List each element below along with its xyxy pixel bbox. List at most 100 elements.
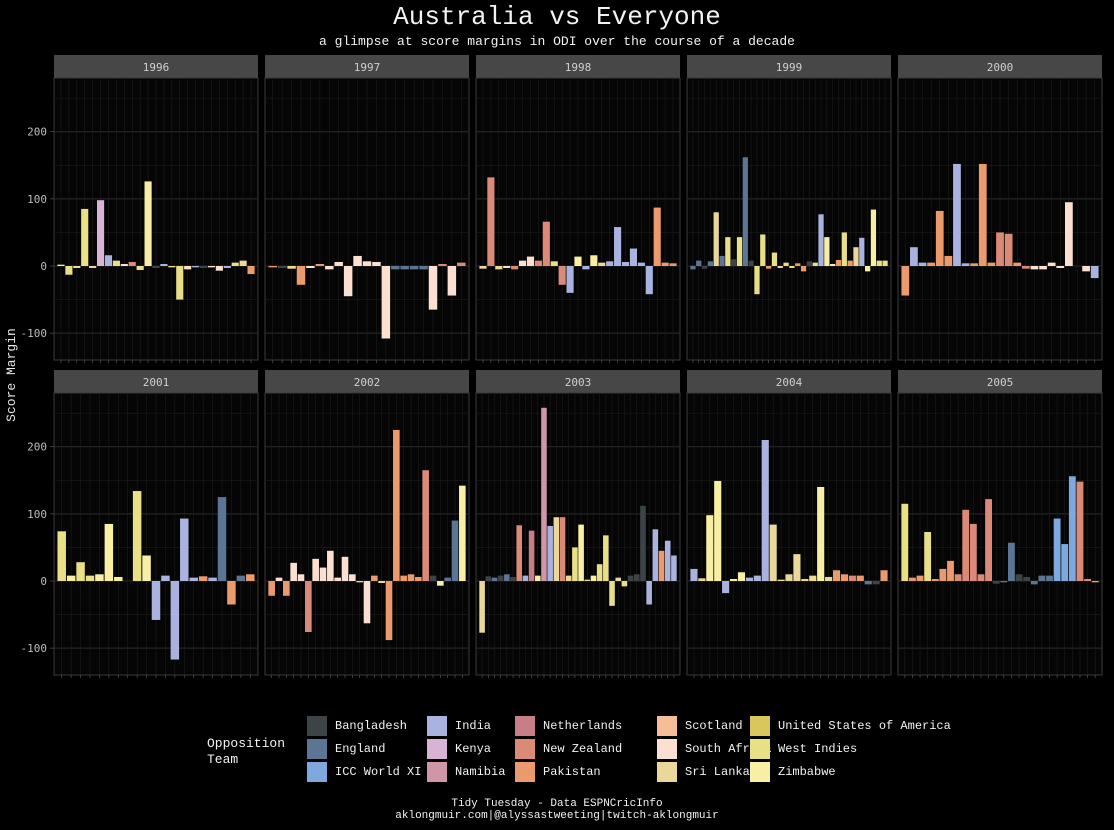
bar (931, 578, 939, 581)
bar (325, 266, 334, 270)
bar (1015, 574, 1023, 581)
bar (550, 261, 558, 266)
bar (970, 263, 979, 266)
y-tick-label: 0 (40, 575, 47, 588)
facet-strip-label: 1996 (143, 61, 170, 74)
bar (954, 574, 962, 581)
bar (239, 260, 247, 266)
bar (864, 581, 872, 585)
bar (731, 259, 737, 266)
bar (391, 266, 400, 270)
legend-label: Scotland (685, 719, 743, 733)
facet-strip (476, 370, 680, 393)
bar (690, 266, 696, 270)
bar (161, 575, 170, 581)
y-tick-label: 200 (27, 126, 47, 139)
bar (180, 518, 189, 581)
bar (268, 266, 277, 268)
legend-item: Namibia (427, 762, 505, 782)
bar (393, 429, 400, 581)
facet-strip-label: 1997 (354, 61, 381, 74)
bar (870, 209, 877, 266)
bar (184, 266, 192, 270)
bar (231, 262, 239, 266)
bar (444, 577, 451, 581)
bar (306, 266, 315, 269)
facet-strip-label: 2000 (987, 61, 1014, 74)
bar (1061, 544, 1069, 581)
bar (534, 575, 541, 581)
bar (901, 266, 910, 296)
bar (541, 407, 547, 581)
bar (809, 575, 817, 581)
bar (522, 575, 529, 581)
bar (637, 262, 645, 266)
bar (547, 525, 553, 581)
bar (65, 266, 73, 275)
bar (777, 579, 785, 581)
bar (114, 576, 123, 581)
bar (516, 525, 523, 581)
faceted-bar-chart: 1996 -100 0 100 200 1997 1998 1999 2000 2001 -100 0… (4, 55, 1103, 678)
bar (151, 581, 161, 620)
bar (504, 574, 510, 581)
bar (297, 574, 305, 581)
bar (1038, 575, 1046, 581)
facet-panel-bg (686, 77, 892, 361)
bar (582, 266, 590, 270)
bar (872, 581, 880, 585)
legend-label: India (455, 719, 492, 733)
bar (362, 261, 372, 266)
facet-strip-label: 2005 (987, 376, 1014, 389)
legend-item: Pakistan (515, 762, 601, 782)
bar (400, 575, 407, 581)
facet-strip-label: 2002 (354, 376, 381, 389)
bar (275, 577, 283, 581)
bar (707, 261, 714, 266)
facet-strip-label: 1999 (776, 61, 803, 74)
facet-strip-label: 1998 (565, 61, 592, 74)
bar (371, 575, 378, 581)
bar (485, 576, 492, 581)
bar (349, 574, 356, 581)
bar (944, 255, 953, 266)
chart-subtitle: a glimpse at score margins in ODI over t… (319, 34, 795, 49)
legend-item: New Zealand (515, 739, 622, 759)
bar (606, 261, 614, 266)
bar (407, 574, 415, 581)
bar (437, 581, 444, 586)
bar (737, 572, 746, 581)
legend-swatch (750, 716, 770, 736)
bar (753, 575, 761, 581)
legend-label: ICC World XI (335, 765, 422, 779)
bar (451, 520, 459, 581)
bar (296, 266, 306, 285)
legend-swatch (657, 762, 677, 782)
bar (479, 266, 487, 269)
bar (381, 266, 391, 339)
legend-swatch (657, 739, 677, 759)
bar (176, 266, 184, 300)
bar (223, 266, 231, 269)
bar (85, 575, 95, 581)
bar (818, 214, 824, 266)
bar (559, 517, 566, 581)
bar (924, 531, 932, 581)
bar (215, 266, 223, 271)
bar (528, 530, 535, 581)
bar (825, 576, 833, 581)
facet-strip-label: 2003 (565, 376, 592, 389)
bar (334, 261, 343, 266)
y-tick-label: 100 (27, 508, 47, 521)
bar (1068, 476, 1076, 581)
bar (840, 574, 849, 581)
bar (609, 581, 615, 606)
bar (236, 575, 246, 581)
facet-panel-2003: 2003 (475, 370, 681, 678)
bar (268, 581, 275, 596)
bar (719, 255, 725, 266)
legend-swatch (515, 716, 535, 736)
bar (57, 264, 65, 266)
legend-item: England (307, 739, 385, 759)
legend-label: Sri Lanka (685, 765, 750, 779)
